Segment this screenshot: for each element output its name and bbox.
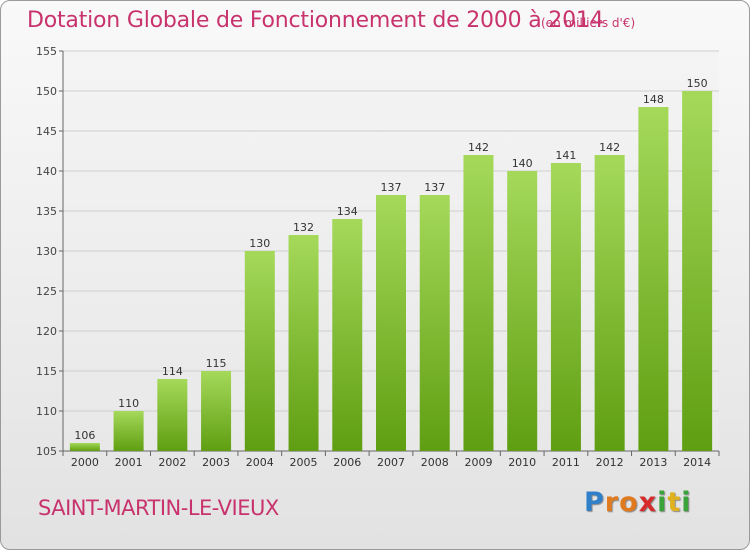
data-label: 115 (206, 357, 227, 370)
x-tick-label: 2002 (158, 456, 186, 469)
x-tick-label: 2003 (202, 456, 230, 469)
bar (638, 107, 669, 451)
bar (244, 251, 275, 451)
x-tick-label: 2013 (639, 456, 667, 469)
y-tick-label: 120 (36, 325, 57, 338)
bar (550, 163, 581, 451)
x-tick-label: 2001 (115, 456, 143, 469)
chart-subtitle: (en milliers d'€) (541, 16, 636, 30)
logo-letter: t (667, 487, 682, 518)
x-tick-label: 2004 (246, 456, 274, 469)
data-label: 142 (468, 141, 489, 154)
data-label: 130 (249, 237, 270, 250)
y-tick-label: 130 (36, 245, 57, 258)
commune-name: SAINT-MARTIN-LE-VIEUX (38, 496, 279, 520)
data-label: 110 (118, 397, 139, 410)
data-label: 137 (381, 181, 402, 194)
data-label: 140 (512, 157, 533, 170)
y-tick-label: 155 (36, 45, 57, 58)
x-tick-label: 2010 (508, 456, 536, 469)
y-tick-label: 150 (36, 85, 57, 98)
y-tick-label: 110 (36, 405, 57, 418)
bar (376, 195, 406, 451)
logo-letter: o (619, 487, 639, 518)
x-tick-label: 2005 (290, 456, 318, 469)
y-tick-label: 125 (36, 285, 57, 298)
bar (682, 91, 713, 451)
data-label: 150 (687, 77, 708, 90)
data-label: 132 (293, 221, 314, 234)
bar (157, 379, 188, 451)
bar (507, 171, 538, 451)
data-label: 134 (337, 205, 358, 218)
y-tick-label: 105 (36, 445, 57, 458)
bar (463, 155, 494, 451)
bar (113, 411, 144, 451)
bar (69, 443, 100, 451)
y-tick-label: 115 (36, 365, 57, 378)
data-label: 141 (555, 149, 576, 162)
x-tick-label: 2007 (377, 456, 405, 469)
x-tick-label: 2014 (683, 456, 711, 469)
bar (201, 371, 232, 451)
y-tick-label: 140 (36, 165, 57, 178)
bar (594, 155, 625, 451)
y-tick-label: 145 (36, 125, 57, 138)
data-label: 114 (162, 365, 183, 378)
x-tick-label: 2008 (421, 456, 449, 469)
logo-letter: P (584, 487, 605, 518)
logo-letter: i (681, 487, 692, 518)
data-label: 106 (74, 429, 95, 442)
logo-letter: x (638, 487, 658, 518)
x-tick-label: 2009 (464, 456, 492, 469)
chart-title: Dotation Globale de Fonctionnement de 20… (27, 8, 604, 33)
bar (288, 235, 319, 451)
data-label: 142 (599, 141, 620, 154)
data-label: 148 (643, 93, 664, 106)
y-tick-label: 135 (36, 205, 57, 218)
logo-letter: r (604, 487, 620, 518)
x-tick-label: 2006 (333, 456, 361, 469)
bar (332, 219, 363, 451)
bar (419, 195, 450, 451)
x-tick-label: 2012 (596, 456, 624, 469)
proxiti-logo: Proxiti (584, 487, 692, 518)
x-tick-label: 2000 (71, 456, 99, 469)
data-label: 137 (424, 181, 445, 194)
x-tick-label: 2011 (552, 456, 580, 469)
logo-letter: i (657, 487, 668, 518)
